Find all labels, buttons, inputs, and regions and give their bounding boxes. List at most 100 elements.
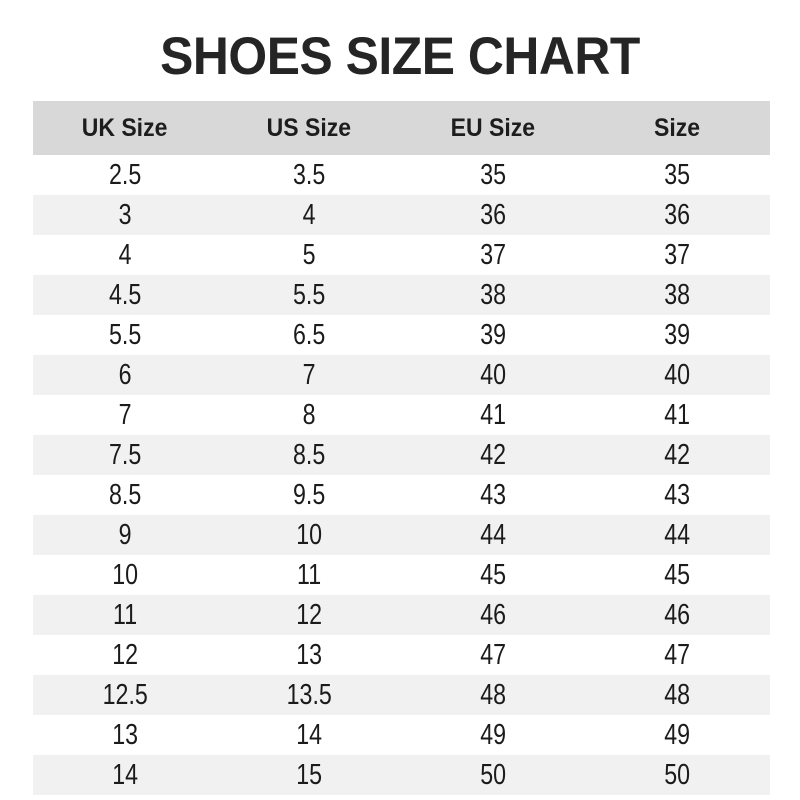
table-cell: 39 — [585, 315, 770, 355]
table-cell: 50 — [585, 755, 770, 795]
table-cell: 7 — [217, 355, 401, 395]
table-cell: 3 — [33, 195, 217, 235]
table-cell: 8.5 — [217, 435, 401, 475]
table-cell-value: 11 — [296, 559, 322, 591]
table-cell-value: 4.5 — [108, 279, 142, 311]
table-row: 11 12 46 46 — [33, 595, 770, 635]
table-cell-value: 44 — [480, 519, 506, 551]
table-row: 4 5 37 37 — [33, 235, 770, 275]
table-cell-value: 42 — [480, 439, 506, 471]
table-cell: 7.5 — [33, 435, 217, 475]
table-cell: 48 — [585, 675, 770, 715]
table-cell: 5 — [217, 235, 401, 275]
table-cell-value: 14 — [112, 759, 138, 791]
table-cell: 35 — [585, 155, 770, 195]
table-cell-value: 12.5 — [102, 679, 148, 711]
table-row: 7.5 8.5 42 42 — [33, 435, 770, 475]
column-header-eu-size: EU Size — [401, 101, 585, 155]
shoe-size-table: UK Size US Size EU Size Size 2.5 3.5 35 35 3… — [33, 101, 770, 795]
table-cell-value: 41 — [480, 399, 506, 431]
table-row: 9 10 44 44 — [33, 515, 770, 555]
table-cell: 13 — [217, 635, 401, 675]
table-cell-value: 44 — [664, 519, 691, 551]
table-cell-value: 12 — [112, 639, 138, 671]
column-header-label: US Size — [266, 113, 352, 142]
page-title: SHOES SIZE CHART — [160, 27, 640, 86]
table-cell: 46 — [401, 595, 585, 635]
table-cell-value: 35 — [664, 159, 691, 191]
table-cell-value: 10 — [112, 559, 138, 591]
table-cell-value: 8 — [302, 399, 316, 431]
table-header: UK Size US Size EU Size Size — [33, 101, 770, 155]
table-cell-value: 38 — [480, 279, 506, 311]
table-cell-value: 5 — [302, 239, 316, 271]
table-cell-value: 38 — [664, 279, 691, 311]
table-cell-value: 39 — [480, 319, 506, 351]
table-cell-value: 47 — [664, 639, 691, 671]
table-cell-value: 49 — [480, 719, 506, 751]
table-cell: 39 — [401, 315, 585, 355]
table-cell-value: 35 — [480, 159, 506, 191]
table-cell: 43 — [585, 475, 770, 515]
table-cell: 43 — [401, 475, 585, 515]
table-cell: 50 — [401, 755, 585, 795]
table-cell: 4 — [217, 195, 401, 235]
table-row: 14 15 50 50 — [33, 755, 770, 795]
table-row: 7 8 41 41 — [33, 395, 770, 435]
table-cell: 48 — [401, 675, 585, 715]
table-cell-value: 42 — [664, 439, 691, 471]
table-cell: 44 — [401, 515, 585, 555]
table-cell-value: 36 — [664, 199, 691, 231]
table-cell-value: 11 — [112, 599, 138, 631]
table-cell: 14 — [217, 715, 401, 755]
table-cell: 6.5 — [217, 315, 401, 355]
table-cell-value: 48 — [664, 679, 691, 711]
table-cell: 10 — [217, 515, 401, 555]
table-cell: 13 — [33, 715, 217, 755]
table-cell-value: 43 — [480, 479, 506, 511]
table-cell-value: 7 — [302, 359, 316, 391]
column-header-us-size: US Size — [217, 101, 401, 155]
table-cell-value: 6.5 — [292, 319, 326, 351]
table-cell: 2.5 — [33, 155, 217, 195]
column-header-label: UK Size — [82, 113, 168, 142]
table-cell-value: 49 — [664, 719, 691, 751]
table-cell: 15 — [217, 755, 401, 795]
table-cell-value: 8.5 — [292, 439, 326, 471]
table-cell-value: 14 — [296, 719, 322, 751]
table-header-row: UK Size US Size EU Size Size — [33, 101, 770, 155]
table-cell-value: 37 — [664, 239, 691, 271]
table-cell-value: 7 — [118, 399, 132, 431]
table-cell: 37 — [585, 235, 770, 275]
table-cell: 13.5 — [217, 675, 401, 715]
table-cell-value: 9 — [118, 519, 132, 551]
table-row: 3 4 36 36 — [33, 195, 770, 235]
table-cell-value: 10 — [296, 519, 322, 551]
table-cell: 46 — [585, 595, 770, 635]
table-cell-value: 47 — [480, 639, 506, 671]
table-row: 4.5 5.5 38 38 — [33, 275, 770, 315]
table-cell-value: 46 — [480, 599, 506, 631]
table-row: 6 7 40 40 — [33, 355, 770, 395]
table-cell: 9 — [33, 515, 217, 555]
table-cell-value: 4 — [118, 239, 132, 271]
table-cell-value: 15 — [296, 759, 322, 791]
table-row: 5.5 6.5 39 39 — [33, 315, 770, 355]
table-cell: 4 — [33, 235, 217, 275]
table-cell-value: 37 — [480, 239, 506, 271]
table-cell: 11 — [33, 595, 217, 635]
table-cell-value: 3.5 — [292, 159, 326, 191]
table-cell-value: 50 — [664, 759, 691, 791]
table-cell-value: 43 — [664, 479, 691, 511]
table-cell: 47 — [401, 635, 585, 675]
table-cell-value: 7.5 — [108, 439, 142, 471]
table-cell-value: 5.5 — [108, 319, 142, 351]
table-cell: 36 — [585, 195, 770, 235]
table-cell-value: 4 — [302, 199, 316, 231]
table-cell: 12 — [33, 635, 217, 675]
table-cell: 12 — [217, 595, 401, 635]
table-cell: 49 — [401, 715, 585, 755]
table-cell: 9.5 — [217, 475, 401, 515]
table-cell: 47 — [585, 635, 770, 675]
column-header-size: Size — [585, 101, 770, 155]
